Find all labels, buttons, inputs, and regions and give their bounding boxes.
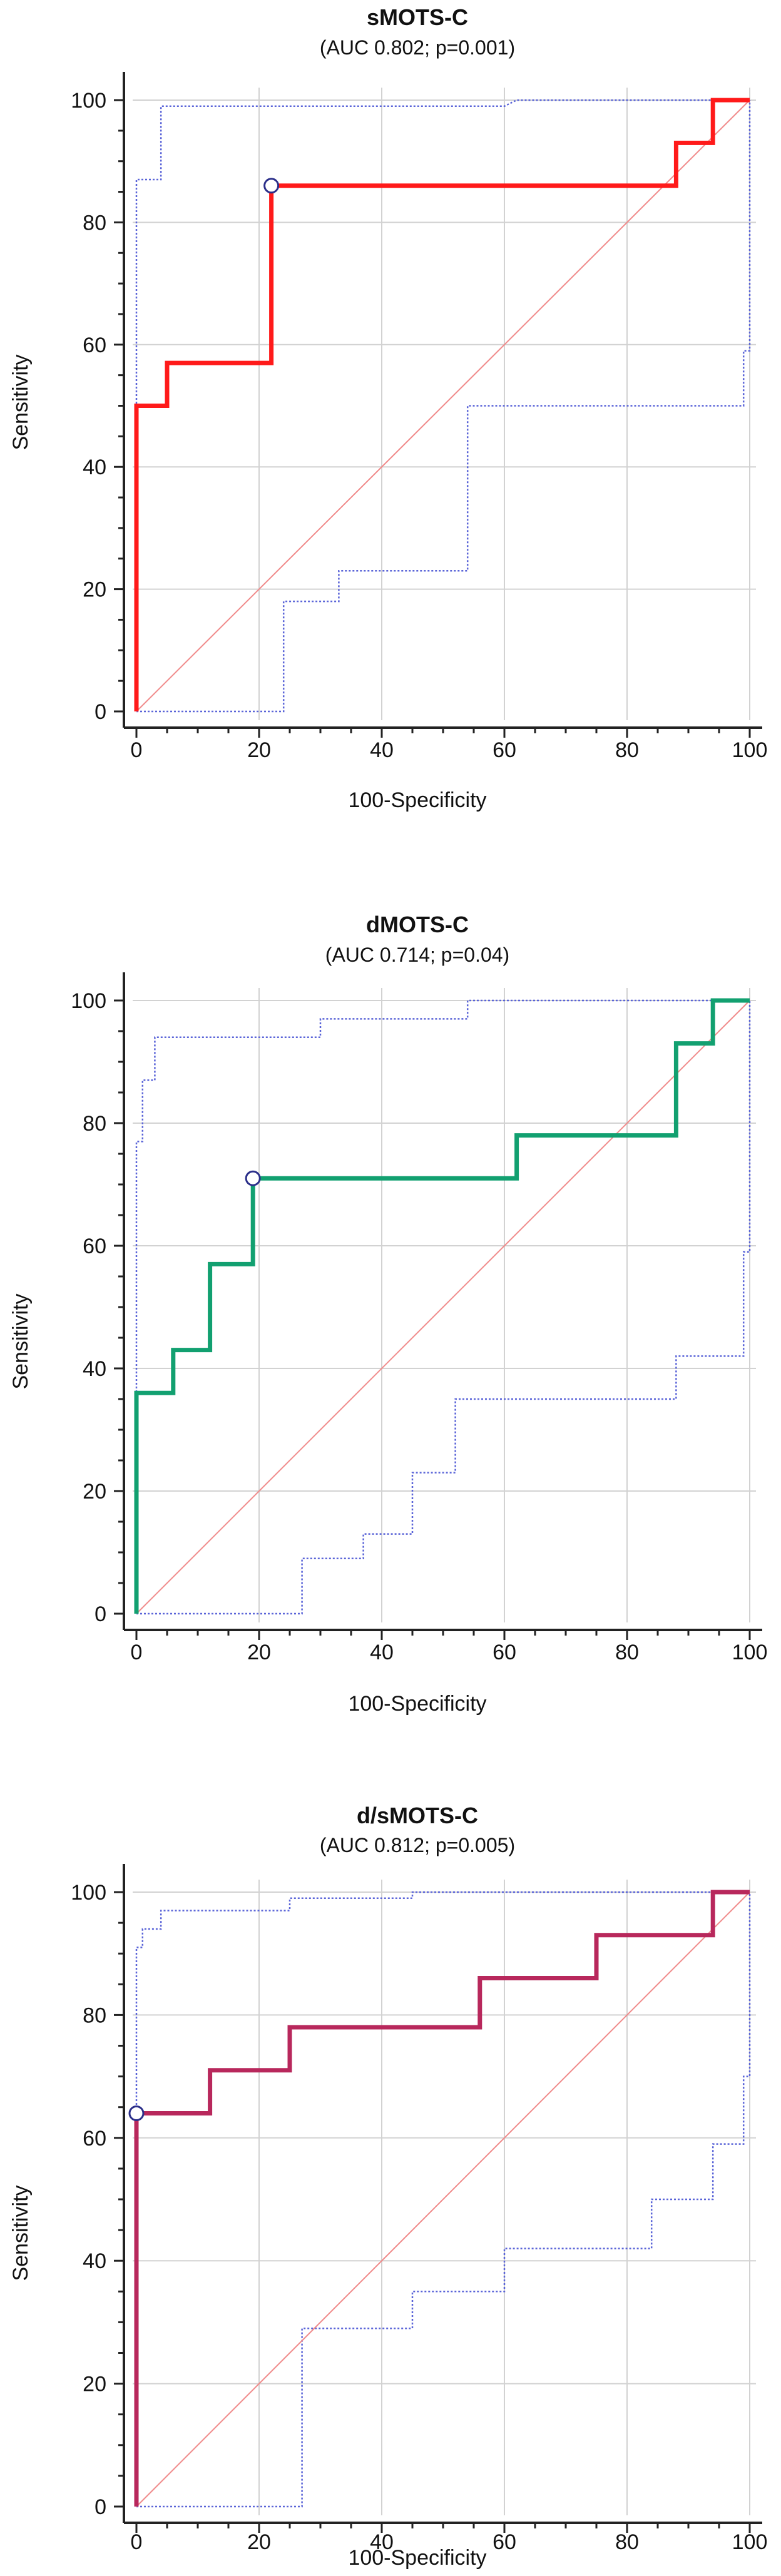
x-tick-label: 0 [131,2530,143,2554]
x-tick-label: 100 [732,1641,768,1664]
x-tick-label: 100 [732,738,768,762]
x-tick-label: 100 [732,2530,768,2554]
x-tick-label: 20 [247,2530,271,2554]
y-tick-label: 60 [83,333,106,357]
chart-title: sMOTS-C [367,4,468,30]
reference-diagonal-line [136,1891,750,2507]
roc-curve-line [134,1890,750,2507]
x-tick-label: 20 [247,738,271,762]
y-tick-label: 40 [83,1357,106,1381]
x-tick-label: 40 [370,2530,394,2554]
chart-subtitle: (AUC 0.714; p=0.04) [325,944,509,966]
y-tick-label: 20 [83,2373,106,2396]
y-tick-label: 20 [83,1480,106,1504]
y-tick-label: 80 [83,1112,106,1136]
plot-area: 0 20 40 60 80 100 0 20 40 60 80 100 [71,972,767,1664]
y-tick-label: 60 [83,1235,106,1258]
x-tick-label: 40 [370,1641,394,1664]
x-tick-label: 60 [493,1641,516,1664]
x-axis-label: 100-Specificity [348,788,486,812]
y-tick-label: 40 [83,2249,106,2273]
cutoff-point-marker [128,2105,145,2122]
y-tick-label: 100 [71,1881,106,1905]
y-tick-label: 40 [83,456,106,479]
lower-ci-line [136,1892,751,2508]
x-tick-label: 60 [493,2530,516,2554]
cutoff-point-marker [245,1170,261,1186]
chart-title: d/sMOTS-C [357,1803,478,1828]
y-tick-label: 0 [94,1602,106,1626]
y-tick-label: 100 [71,989,106,1013]
roc-chart-dmots-c: dMOTS-C (AUC 0.714; p=0.04) Sensitivity … [9,912,767,1716]
y-tick-label: 80 [83,2003,106,2027]
y-axis-label: Sensitivity [9,1293,33,1389]
y-axis-label: Sensitivity [9,2185,33,2281]
y-tick-label: 80 [83,211,106,235]
x-tick-label: 0 [131,1641,143,1664]
reference-diagonal-line [136,99,750,712]
x-tick-label: 80 [615,1641,639,1664]
x-tick-label: 40 [370,738,394,762]
plot-area: 0 20 40 60 80 100 0 20 40 60 80 100 [71,1864,767,2554]
roc-chart-ds-mots-c: d/sMOTS-C (AUC 0.812; p=0.005) Sensitivi… [9,1803,767,2570]
y-axis-label: Sensitivity [9,354,33,450]
x-axis-label: 100-Specificity [348,2546,486,2570]
y-tick-label: 20 [83,578,106,602]
lower-ci-line [136,100,751,713]
chart-subtitle: (AUC 0.812; p=0.005) [320,1834,515,1856]
x-tick-label: 80 [615,2530,639,2554]
plot-area: 0 20 40 60 80 100 0 20 40 60 80 100 [71,72,767,762]
lower-ci-line [136,1000,751,1615]
x-tick-label: 20 [247,1641,271,1664]
y-tick-label: 0 [94,2495,106,2519]
reference-diagonal-line [136,1000,750,1614]
x-axis-label: 100-Specificity [348,1692,486,1716]
upper-ci-line [135,999,750,1614]
x-tick-label: 60 [493,738,516,762]
upper-ci-line [135,1891,750,2507]
y-tick-label: 60 [83,2127,106,2151]
y-tick-label: 100 [71,89,106,113]
y-tick-label: 0 [94,700,106,724]
x-tick-label: 80 [615,738,639,762]
roc-chart-smots-c: sMOTS-C (AUC 0.802; p=0.001) Sensitivity… [9,4,767,812]
chart-subtitle: (AUC 0.802; p=0.001) [320,36,515,59]
cutoff-point-marker [263,178,280,194]
x-tick-label: 0 [131,738,143,762]
chart-title: dMOTS-C [366,912,469,937]
